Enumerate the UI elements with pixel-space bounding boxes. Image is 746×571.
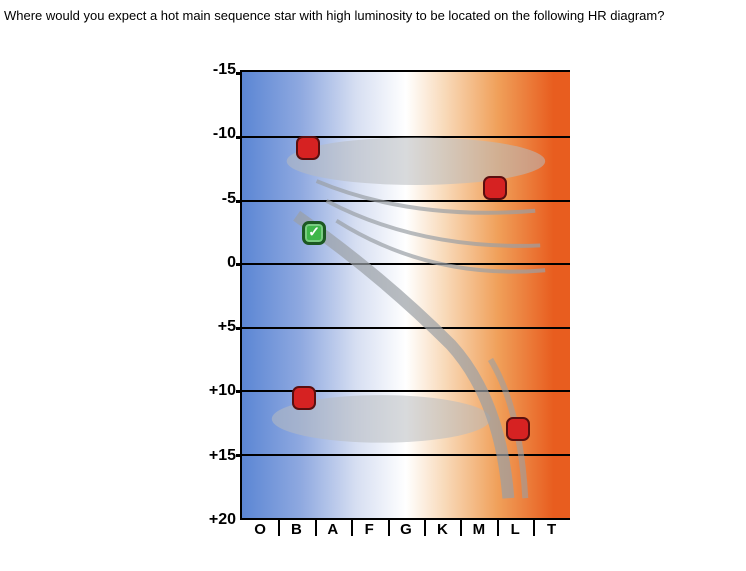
question-text: Where would you expect a hot main sequen… [0,0,746,31]
plot-area: ✓ O B A F G K M L T [240,70,570,520]
xlabel: T [547,521,556,538]
hr-bands [242,72,570,518]
gridline [242,327,570,329]
marker-lower-left[interactable] [292,386,316,410]
hr-diagram: ✓ O B A F G K M L T -15 -10 -5 0 +5 +10 … [200,60,580,550]
ytick [236,263,242,266]
xdivider [424,518,426,536]
xlabel: L [511,521,520,538]
xlabel: O [254,521,266,538]
check-icon: ✓ [308,223,320,240]
ylabel: +20 [209,511,236,529]
gridline [242,136,570,138]
ylabel: +10 [209,382,236,400]
gridline [242,263,570,265]
xdivider [533,518,535,536]
ylabel: +15 [209,447,236,465]
xdivider [497,518,499,536]
marker-top-left[interactable] [296,136,320,160]
xlabel: M [473,521,486,538]
ylabel: -5 [222,190,236,208]
xdivider [351,518,353,536]
xdivider [460,518,462,536]
gridline [242,454,570,456]
ylabel: -15 [213,61,236,79]
xlabel: F [365,521,374,538]
xlabel: B [291,521,302,538]
xdivider [388,518,390,536]
marker-top-right[interactable] [483,176,507,200]
marker-lower-right[interactable] [506,417,530,441]
xlabel: K [437,521,448,538]
gridline [242,390,570,392]
ylabel: -10 [213,125,236,143]
ytick [236,200,242,203]
ytick [236,454,242,457]
xlabel: A [327,521,338,538]
xdivider [315,518,317,536]
xdivider [278,518,280,536]
gridline [242,200,570,202]
marker-correct[interactable]: ✓ [302,221,326,245]
ytick [236,72,242,75]
ylabel: +5 [218,318,236,336]
ytick [236,327,242,330]
ylabel: 0 [227,254,236,272]
ytick [236,136,242,139]
ytick [236,390,242,393]
xlabel: G [400,521,412,538]
